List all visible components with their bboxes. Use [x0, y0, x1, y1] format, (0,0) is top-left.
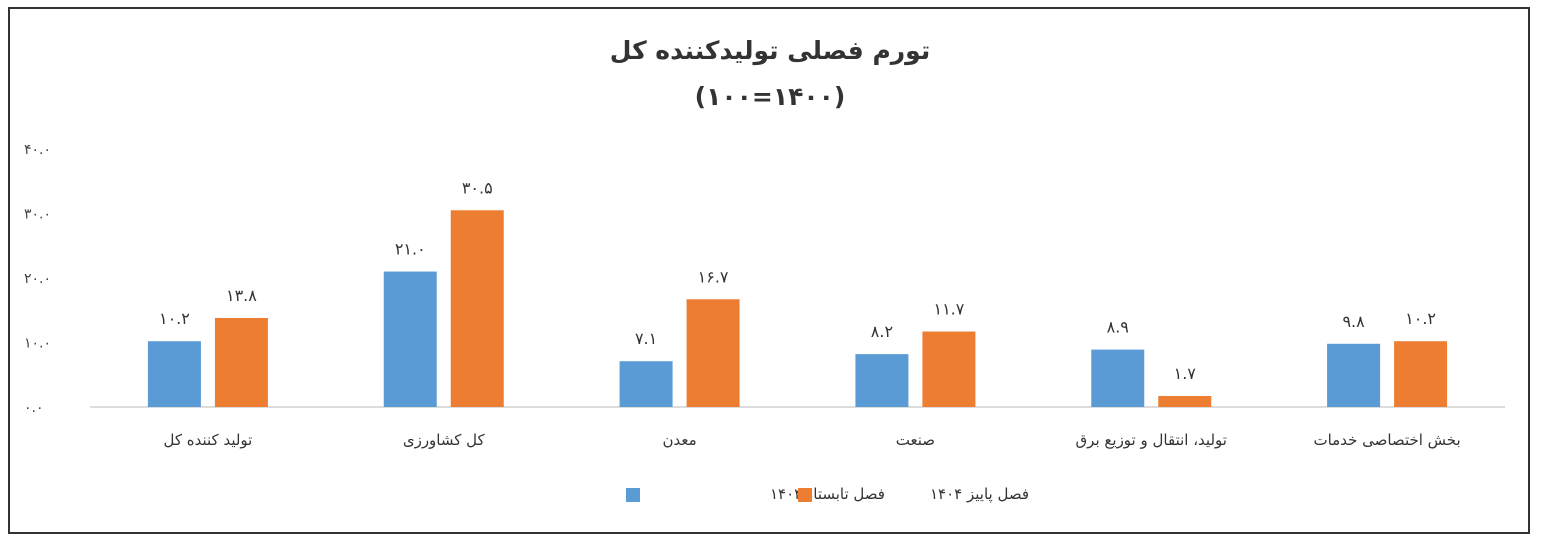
chart-frame: تورم فصلی تولیدکننده کل (۱۴۰۰=۱۰۰) ۰.۰ ۱۰… — [8, 7, 1530, 534]
legend-swatch — [626, 488, 640, 502]
legend-swatch — [798, 488, 812, 502]
bar-autumn — [1394, 341, 1448, 407]
data-label: ۸.۹ — [1107, 318, 1129, 337]
data-label: ۱۶.۷ — [698, 267, 729, 286]
legend-label: فصل پاییز ۱۴۰۴ — [930, 485, 1029, 504]
legend-label: فصل تابستان۱۴۰۴ — [770, 485, 885, 503]
y-tick-label: ۰.۰ — [24, 400, 44, 416]
y-tick-label: ۱۰.۰ — [24, 336, 51, 352]
data-label: ۸.۲ — [871, 322, 893, 341]
bar-autumn — [922, 331, 976, 407]
bar-autumn — [686, 299, 740, 407]
chart-title: تورم فصلی تولیدکننده کل — [610, 36, 930, 66]
data-label: ۲۱.۰ — [395, 240, 426, 259]
data-label: ۱۰.۲ — [159, 309, 190, 328]
chart-subtitle: (۱۴۰۰=۱۰۰) — [695, 82, 846, 111]
data-label: ۳۰.۵ — [462, 178, 493, 197]
category-label: تولید، انتقال و توزیع برق — [1076, 431, 1227, 449]
bar-summer — [147, 341, 201, 407]
bar-summer — [1327, 343, 1381, 407]
data-labels-group: ۱۰.۲ ۱۳.۸ ۲۱.۰ ۳۰.۵ ۷.۱ ۱۶.۷ ۸.۲ ۱۱.۷ ۸.۹ ۱.۷ ۹.۸ ۱… — [159, 178, 1436, 383]
data-label: ۱۱.۷ — [933, 300, 964, 319]
y-tick-label: ۳۰.۰ — [24, 207, 51, 223]
data-label: ۹.۸ — [1342, 312, 1365, 331]
data-label: ۱.۷ — [1174, 364, 1197, 383]
y-axis-ticks: ۰.۰ ۱۰.۰ ۲۰.۰ ۳۰.۰ ۴۰.۰ — [24, 142, 51, 416]
bar-summer — [619, 361, 673, 407]
bar-chart: تورم فصلی تولیدکننده کل (۱۴۰۰=۱۰۰) ۰.۰ ۱۰… — [24, 36, 1505, 504]
bar-autumn — [1158, 396, 1212, 407]
category-label: صنعت — [896, 431, 935, 449]
bar-summer — [855, 354, 909, 407]
legend: فصل تابستان۱۴۰۴ فصل پاییز ۱۴۰۴ — [626, 485, 1029, 504]
category-label: بخش اختصاصی خدمات — [1313, 431, 1460, 449]
bar-summer — [1091, 349, 1145, 407]
category-label: کل کشاورزی — [403, 431, 486, 449]
y-tick-label: ۴۰.۰ — [24, 142, 51, 158]
category-labels-group: تولید کننده کل کل کشاورزی معدن صنعت تولید، ا… — [163, 431, 1460, 449]
category-label: معدن — [662, 431, 696, 449]
bars-group — [147, 210, 1448, 407]
bar-autumn — [450, 210, 504, 407]
y-tick-label: ۲۰.۰ — [24, 271, 51, 287]
category-label: تولید کننده کل — [163, 431, 252, 449]
data-label: ۱۳.۸ — [226, 286, 257, 305]
bar-autumn — [214, 317, 268, 407]
bar-summer — [383, 271, 437, 407]
data-label: ۷.۱ — [635, 329, 657, 348]
data-label: ۱۰.۲ — [1405, 309, 1436, 328]
